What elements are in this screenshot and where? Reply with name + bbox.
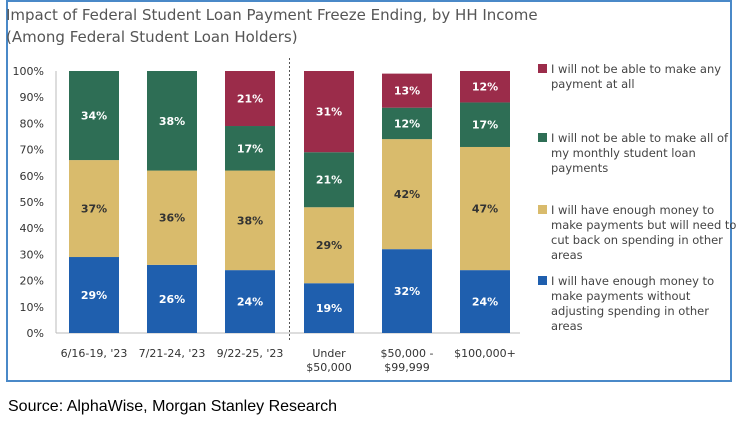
bar-segment <box>69 71 119 161</box>
legend-label: my monthly student loan <box>551 146 696 160</box>
legend-label: areas <box>551 248 583 262</box>
data-label: 21% <box>316 174 342 187</box>
stacked-bar-chart: 0% 10% 20% 30% 40% 50% 60% 70% 80% 90% 100% 29% 37% 3… <box>13 58 736 374</box>
data-label: 17% <box>237 142 263 155</box>
bar-segment <box>147 170 197 265</box>
bar-segment <box>382 73 432 108</box>
bar-segment <box>460 71 510 103</box>
y-tick-label: 100% <box>13 65 44 78</box>
x-category-label: $100,000+ <box>454 347 516 360</box>
x-category-label: 9/22-25, '23 <box>217 347 284 360</box>
legend-label: I will have enough money to <box>551 274 714 288</box>
data-label: 29% <box>316 239 342 252</box>
data-label: 13% <box>394 85 420 98</box>
data-label: 34% <box>81 110 107 123</box>
data-label: 47% <box>472 203 498 216</box>
legend-label: I will have enough money to <box>551 203 714 217</box>
legend-swatch <box>538 64 547 73</box>
data-label: 38% <box>237 214 263 227</box>
y-tick-label: 0% <box>27 327 44 340</box>
bar-segment <box>304 71 354 153</box>
data-label: 36% <box>159 212 185 225</box>
chart-title: Impact of Federal Student Loan Payment F… <box>6 6 538 46</box>
bar-segment <box>225 170 275 271</box>
data-label: 12% <box>472 81 498 94</box>
x-category-label: $50,000 <box>306 361 352 374</box>
x-category-label: Under <box>312 347 346 360</box>
data-label: 24% <box>237 296 263 309</box>
y-tick-label: 10% <box>20 301 44 314</box>
legend-swatch <box>538 205 547 214</box>
bar-segment <box>460 270 510 333</box>
y-tick-label: 60% <box>20 170 44 183</box>
y-tick-label: 20% <box>20 275 44 288</box>
data-label: 12% <box>394 117 420 130</box>
x-category-label: 6/16-19, '23 <box>61 347 128 360</box>
data-label: 17% <box>472 119 498 132</box>
legend-swatch <box>538 276 547 285</box>
y-tick-label: 90% <box>20 91 44 104</box>
bar-segment <box>69 257 119 333</box>
bar-segment <box>147 264 197 333</box>
x-category-label: $50,000 - <box>381 347 434 360</box>
legend-label: make payments without <box>551 289 691 303</box>
y-tick-label: 70% <box>20 144 44 157</box>
data-label: 38% <box>159 115 185 128</box>
data-label: 37% <box>81 203 107 216</box>
data-label: 26% <box>159 293 185 306</box>
bar-segment <box>225 71 275 127</box>
data-label: 24% <box>472 296 498 309</box>
data-label: 29% <box>81 289 107 302</box>
bar-segment <box>304 207 354 284</box>
data-label: 32% <box>394 285 420 298</box>
y-tick-label: 30% <box>20 248 44 261</box>
chart-frame <box>6 0 732 382</box>
source-note: Source: AlphaWise, Morgan Stanley Resear… <box>8 398 338 415</box>
bar-segment <box>147 71 197 171</box>
bar-segment <box>225 126 275 171</box>
legend-label: areas <box>551 319 583 333</box>
legend-label: payment at all <box>551 77 635 91</box>
bar-segment <box>225 270 275 333</box>
x-category-label: 7/21-24, '23 <box>139 347 206 360</box>
y-tick-label: 50% <box>20 196 44 209</box>
bar-segment <box>460 146 510 271</box>
legend-label: I will not be able to make any <box>551 62 721 76</box>
bar-segment <box>69 160 119 258</box>
bar-segment <box>382 249 432 333</box>
bar-segment <box>382 107 432 140</box>
data-label: 42% <box>394 188 420 201</box>
bar-segment <box>304 152 354 208</box>
legend-label: adjusting spending in other <box>551 304 709 318</box>
data-label: 21% <box>237 93 263 106</box>
legend-swatch <box>538 133 547 142</box>
y-tick-label: 40% <box>20 222 44 235</box>
data-label: 19% <box>316 302 342 315</box>
bar-segment <box>304 283 354 333</box>
bar-segment <box>382 139 432 250</box>
y-tick-label: 80% <box>20 117 44 130</box>
legend-label: cut back on spending in other <box>551 233 723 247</box>
legend-label: payments <box>551 161 608 175</box>
bar-segment <box>460 102 510 147</box>
legend-label: I will not be able to make all of <box>551 131 729 145</box>
x-category-label: $99,999 <box>384 361 430 374</box>
data-label: 31% <box>316 106 342 119</box>
legend-label: make payments but will need to <box>551 218 736 232</box>
